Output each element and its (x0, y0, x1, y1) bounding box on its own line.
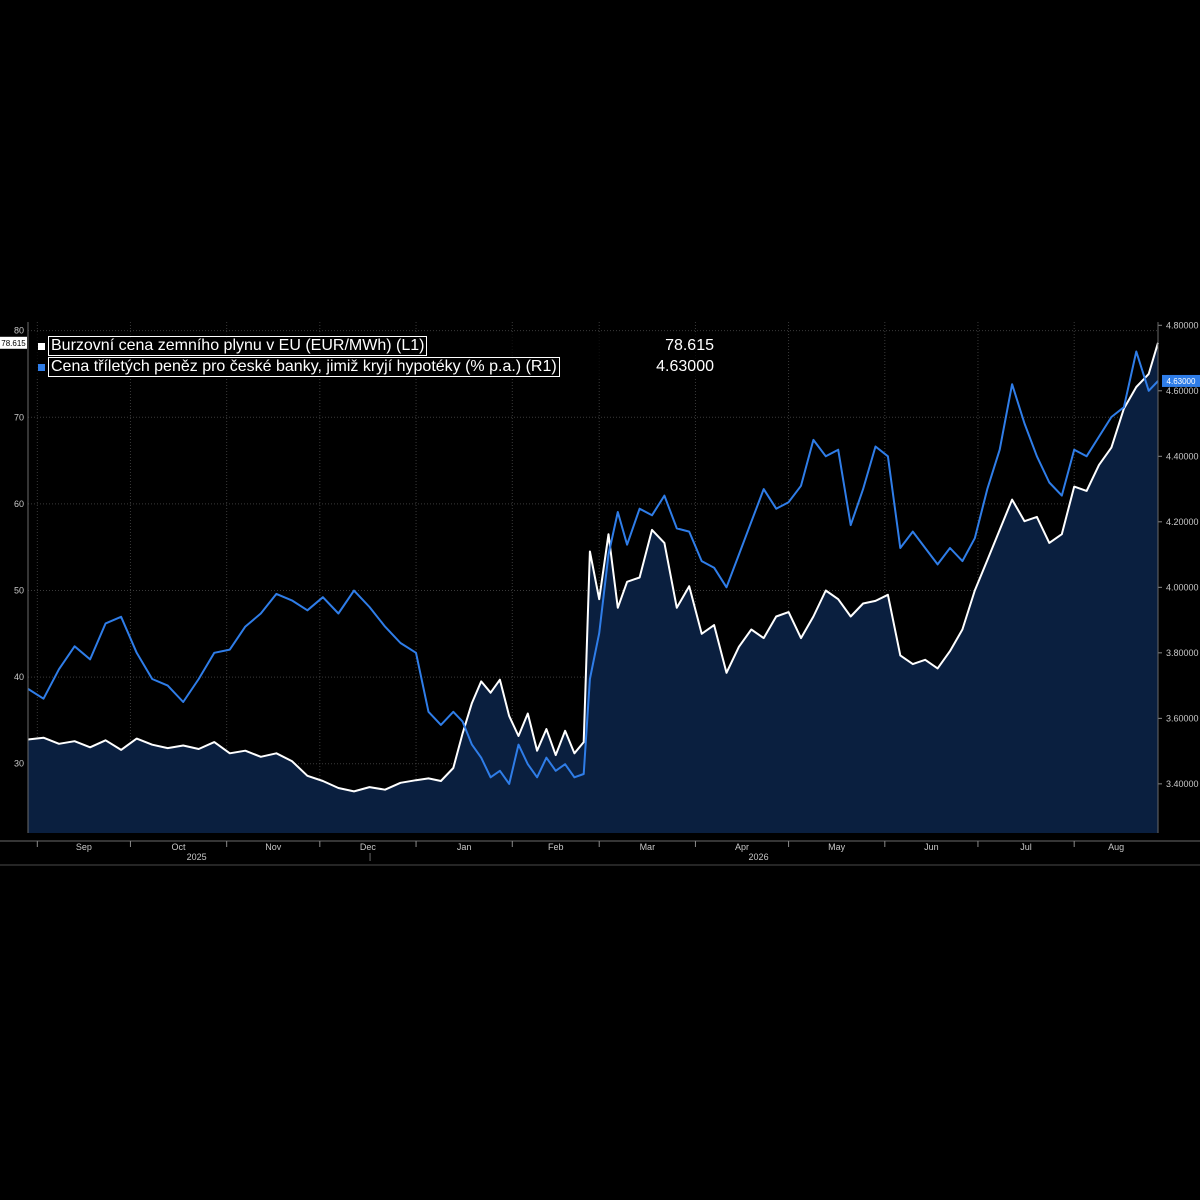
x-tick-label-nov: Nov (265, 842, 282, 852)
left-tick-label: 30 (14, 759, 24, 769)
axes-layer: 30 40 50 60 70 80 3.40000 3.60000 3.80000 4.00000… (0, 320, 1200, 866)
x-tick-label-aug: Aug (1108, 842, 1124, 852)
x-tick-label-sep: Sep (76, 842, 92, 852)
legend-value-gas: 78.615 (665, 337, 714, 354)
legend-swatch-rate (38, 363, 45, 371)
flag-rate-value: 4.63000 (1167, 377, 1196, 386)
left-tick-label: 40 (14, 672, 24, 682)
series-layer (27, 342, 1159, 793)
legend-entry-gas: Burzovní cena zemního plynu v EU (EUR/MW… (38, 336, 722, 356)
x-tick-label-oct: Oct (172, 842, 187, 852)
flag-gas-value: 78.615 (1, 339, 26, 348)
left-tick-label: 80 (14, 326, 24, 336)
right-tick-label: 4.40000 (1166, 451, 1199, 461)
area-layer (28, 342, 1158, 833)
value-flags: 78.615 4.63000 (0, 336, 1200, 387)
legend-label-gas: Burzovní cena zemního plynu v EU (EUR/MW… (48, 336, 428, 356)
series-line-gas (27, 342, 1159, 793)
right-tick-label: 4.00000 (1166, 582, 1199, 592)
x-tick-label-feb: Feb (548, 842, 564, 852)
left-tick-label: 60 (14, 499, 24, 509)
right-tick-label: 4.20000 (1166, 517, 1199, 527)
series-area-gas (28, 342, 1158, 833)
x-tick-label-apr: Apr (735, 842, 749, 852)
left-tick-label: 50 (14, 585, 24, 595)
legend-label-rate: Cena tříletých peněz pro české banky, ji… (48, 357, 560, 377)
flag-rate-box (1162, 374, 1200, 387)
right-tick-label: 4.60000 (1166, 386, 1199, 396)
x-tick-label-dec: Dec (360, 842, 377, 852)
right-tick-label: 4.80000 (1166, 320, 1199, 330)
legend: Burzovní cena zemního plynu v EU (EUR/MW… (34, 334, 724, 378)
x-tick-label-may: May (828, 842, 846, 852)
x-tick-label-mar: Mar (640, 842, 656, 852)
legend-value-rate: 4.63000 (656, 358, 714, 375)
x-tick-label-jun: Jun (924, 842, 939, 852)
legend-swatch-gas (38, 342, 45, 350)
year-label-2025: 2025 (187, 852, 207, 862)
right-tick-label: 3.40000 (1166, 779, 1199, 789)
legend-entry-rate: Cena tříletých peněz pro české banky, ji… (38, 357, 722, 377)
year-label-2026: 2026 (749, 852, 769, 862)
series-line-rate (27, 350, 1159, 785)
right-tick-label: 3.80000 (1166, 648, 1199, 658)
flag-gas-box (0, 336, 27, 349)
right-tick-label: 3.60000 (1166, 713, 1199, 723)
x-tick-label-jan: Jan (457, 842, 472, 852)
left-tick-label: 70 (14, 412, 24, 422)
x-tick-label-jul: Jul (1020, 842, 1032, 852)
